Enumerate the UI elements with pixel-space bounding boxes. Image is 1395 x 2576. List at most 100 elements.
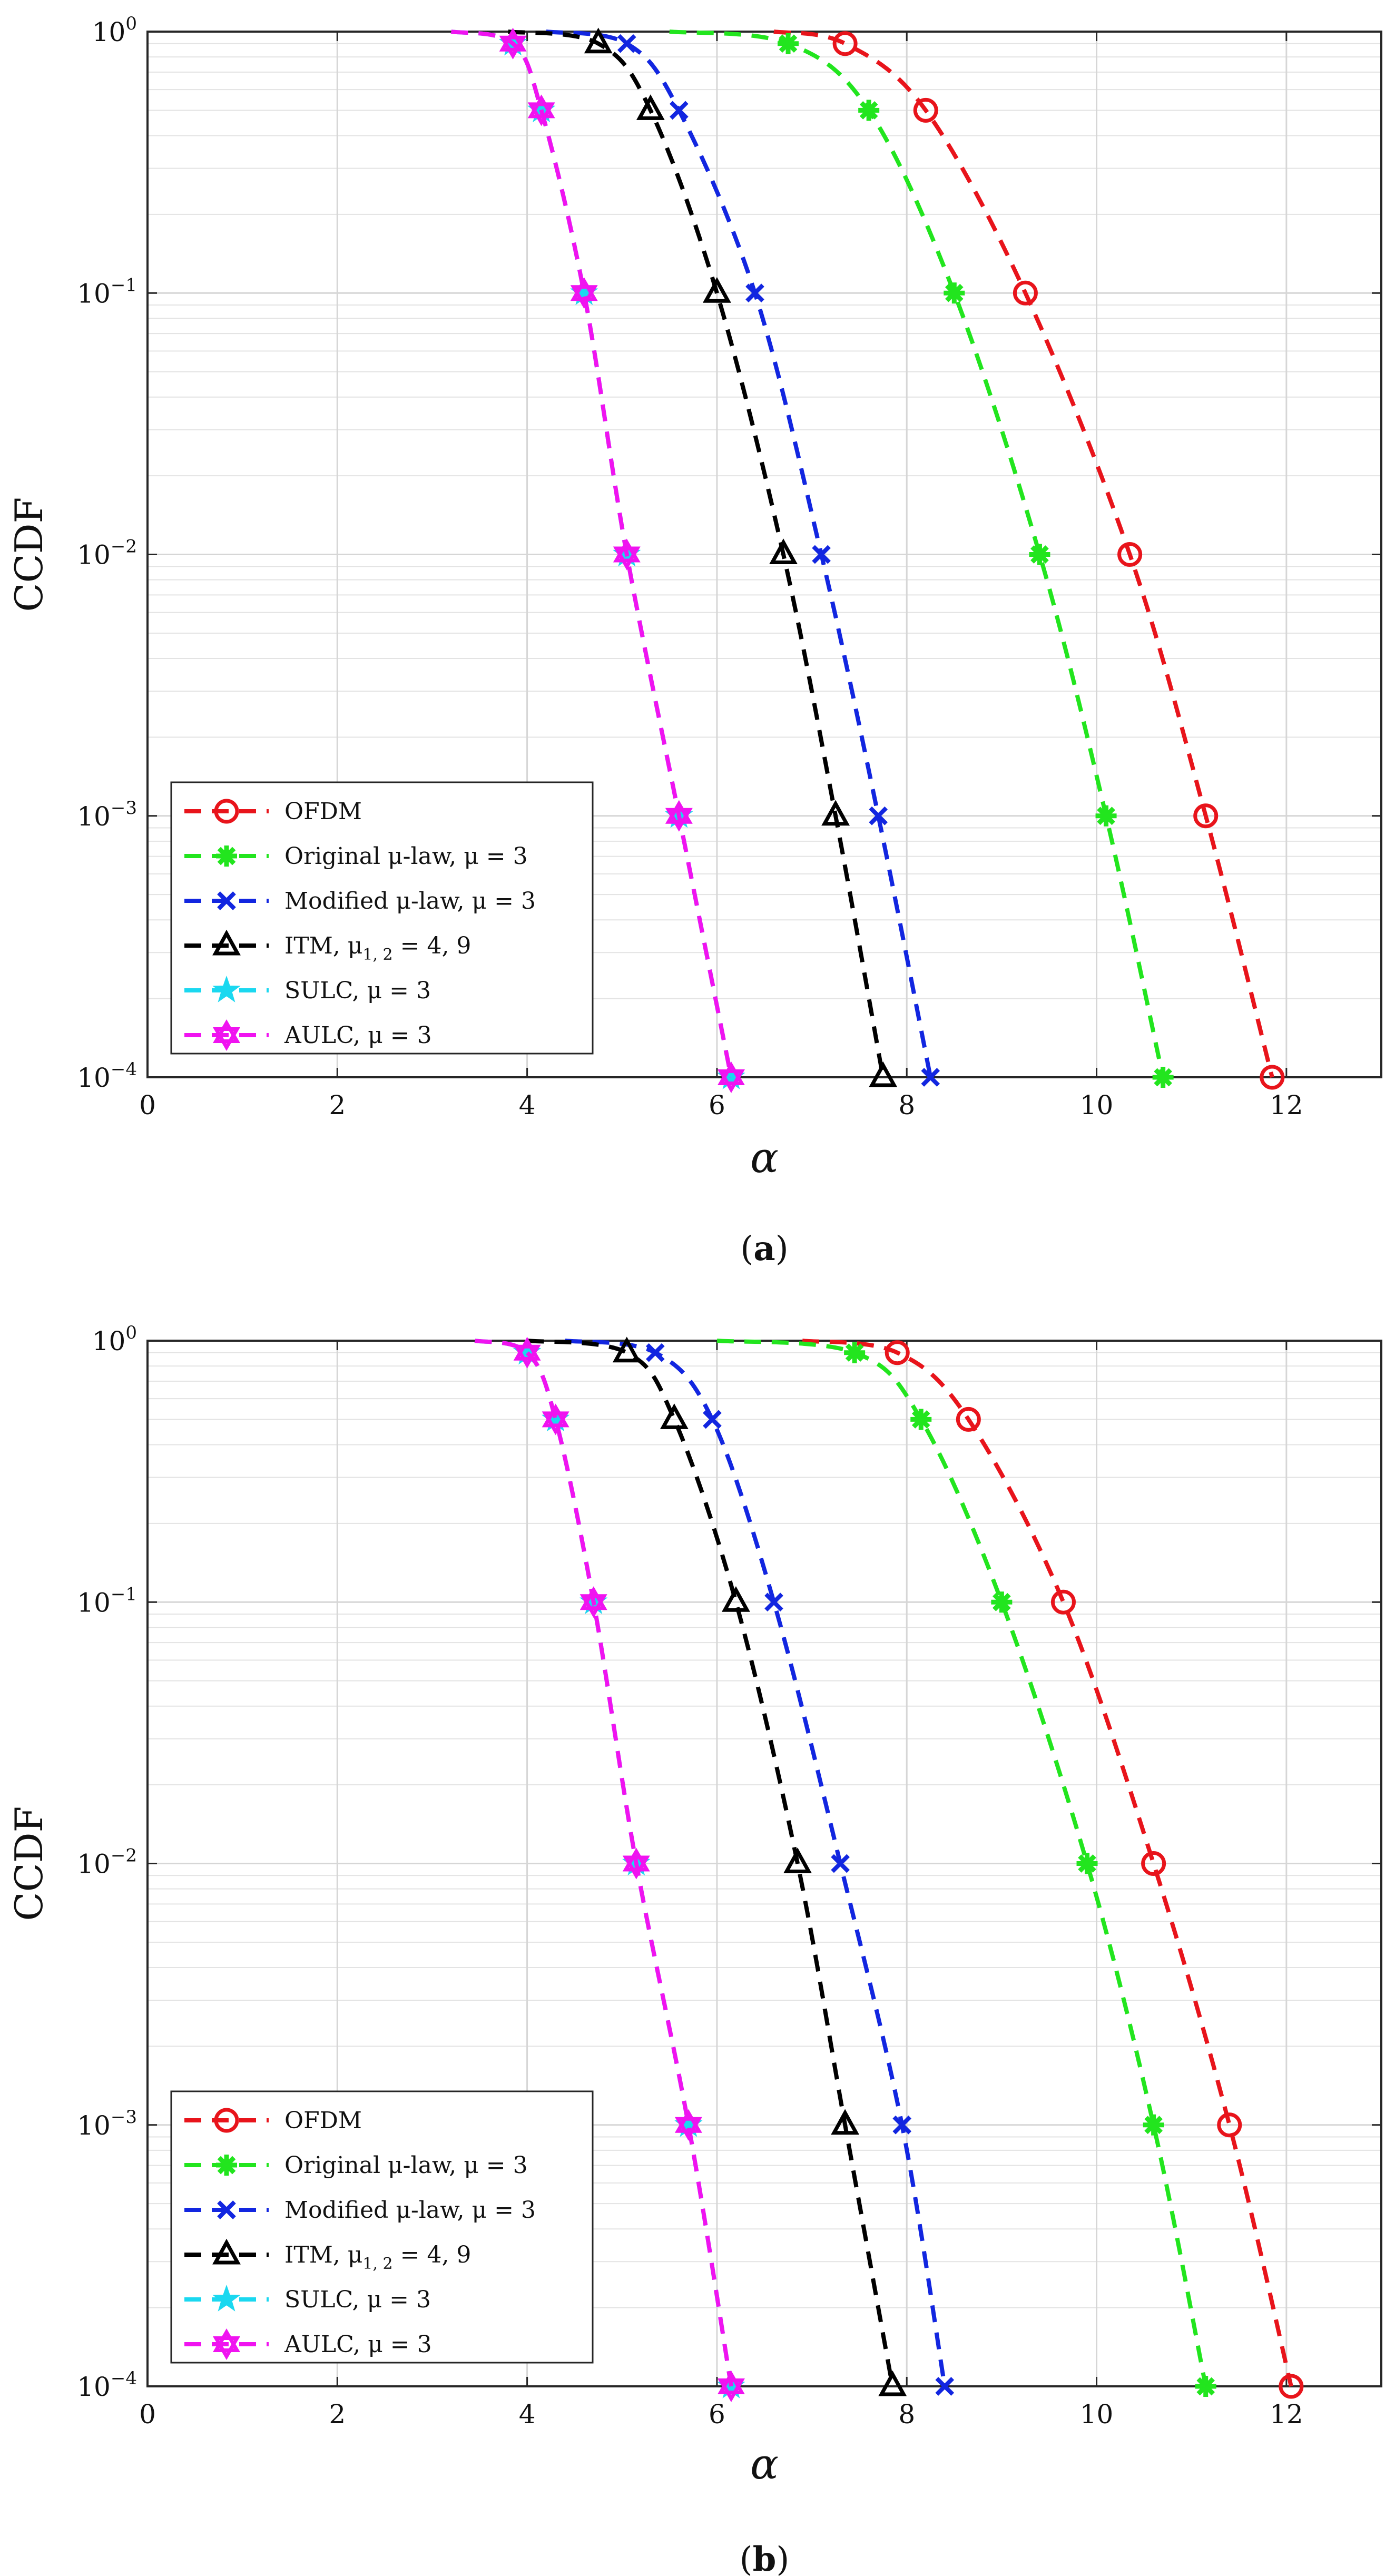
- circle-marker: [913, 97, 938, 123]
- asterisk-marker: [778, 33, 799, 54]
- y-tick-label: 10−1: [77, 1584, 137, 1618]
- legend-label: OFDM: [284, 798, 362, 825]
- y-tick-label: 10−4: [77, 2368, 137, 2402]
- y-tick-label: 10−2: [77, 1845, 137, 1880]
- asterisk-marker: [944, 282, 965, 304]
- legend-entry: Original μ-law, μ = 3: [184, 843, 528, 870]
- triangle-marker: [212, 2238, 241, 2265]
- series-line: [527, 1339, 895, 2387]
- triangle-marker: [722, 1586, 750, 1612]
- triangle-marker: [769, 538, 798, 564]
- legend-label: ITM, μ1, 2 = 4, 9: [284, 932, 471, 964]
- hexagram-part: [613, 538, 641, 563]
- legend: OFDM Original μ-law, μ = 3 Modified μ-law,…: [170, 2090, 594, 2364]
- legend-label: Modified μ-law, μ = 3: [284, 2197, 536, 2224]
- triangle-marker: [878, 2370, 907, 2396]
- circle-marker: [1279, 2374, 1304, 2399]
- legend-entry: ITM, μ1, 2 = 4, 9: [184, 929, 471, 964]
- hexagram-part: [542, 1411, 569, 1436]
- legend-entry: OFDM: [184, 798, 362, 825]
- triangle-marker: [831, 2109, 860, 2135]
- x-marker: [617, 34, 636, 53]
- hexagram-marker: [513, 1336, 541, 1369]
- series-modified: [546, 30, 940, 1087]
- x-tick-label: 2: [329, 2399, 346, 2430]
- series-ofdm: [802, 1339, 1304, 2399]
- legend-entry: ITM, μ1, 2 = 4, 9: [184, 2238, 471, 2273]
- legend-entry: AULC, μ = 3: [184, 1019, 432, 1051]
- hexagram-marker: [665, 800, 693, 832]
- legend-box: [170, 2090, 594, 2364]
- circle-marker: [1141, 1851, 1166, 1876]
- x-tick-label: 8: [898, 2399, 915, 2430]
- hexagram-part: [717, 2370, 745, 2394]
- x-tick-label: 2: [329, 1090, 346, 1120]
- hexagram-part: [665, 808, 693, 832]
- x-tick-label: 12: [1270, 2399, 1303, 2430]
- hexagram-marker: [613, 538, 641, 571]
- series-line: [450, 30, 733, 1078]
- triangle-marker: [821, 800, 850, 826]
- legend-label: OFDM: [284, 2107, 362, 2134]
- x-tick-label: 8: [898, 1090, 915, 1120]
- legend-label: Modified μ-law, μ = 3: [284, 888, 536, 915]
- y-tick-label: 10−2: [77, 536, 137, 571]
- legend-entry: Modified μ-law, μ = 3: [184, 888, 536, 915]
- panel-b: 0 2 4 6 8 10 12 10−4 10−3 10−2 10−1 100 CCDF α (b) OFDM…: [7, 1322, 1382, 2576]
- hexagram-part: [579, 1594, 607, 1618]
- y-axis-label: CCDF: [7, 497, 51, 612]
- circle-marker: [832, 31, 858, 56]
- x-tick-label: 4: [519, 2399, 536, 2430]
- hexagram-part: [542, 1403, 569, 1428]
- triangle-marker: [783, 1847, 812, 1873]
- hexagram-part: [613, 546, 641, 571]
- hexagram-marker: [542, 1403, 569, 1436]
- legend-label: Original μ-law, μ = 3: [284, 2152, 528, 2179]
- y-tick-label: 10−3: [77, 798, 137, 832]
- hexagram-marker: [213, 1019, 240, 1051]
- star-marker: [212, 2284, 241, 2312]
- panel-caption: (a): [740, 1229, 788, 1269]
- star-marker: [212, 975, 241, 1002]
- asterisk-marker: [910, 1409, 932, 1430]
- x-tick-label: 0: [139, 1090, 156, 1120]
- panel-a: 0 2 4 6 8 10 12 10−4 10−3 10−2 10−1 100 CCDF α (a) OFDM…: [7, 13, 1382, 1269]
- legend-label: AULC, μ = 3: [284, 2331, 432, 2358]
- asterisk-marker: [844, 1342, 866, 1363]
- legend-entry: SULC, μ = 3: [184, 2284, 431, 2313]
- series-modified: [565, 1339, 955, 2396]
- y-tick-label: 10−1: [77, 274, 137, 309]
- asterisk-marker: [216, 2155, 237, 2176]
- asterisk-marker: [991, 1591, 1013, 1613]
- circle-marker: [1050, 1589, 1076, 1615]
- circle-marker: [1193, 803, 1219, 829]
- panel-caption: (b): [740, 2540, 790, 2576]
- hexagram-part: [513, 1336, 541, 1361]
- legend-label: SULC, μ = 3: [284, 2286, 431, 2313]
- hexagram-part: [213, 2328, 240, 2352]
- series-aulc: [450, 27, 745, 1094]
- hexagram-marker: [570, 277, 598, 309]
- hexagram-marker: [717, 1061, 745, 1094]
- x-axis-label: α: [750, 1133, 779, 1182]
- x-marker: [745, 283, 764, 303]
- x-marker: [217, 891, 236, 910]
- asterisk-marker: [1143, 2114, 1164, 2136]
- circle-marker: [214, 2108, 239, 2133]
- hexagram-part: [665, 800, 693, 824]
- x-tick-label: 10: [1080, 1090, 1114, 1120]
- circle-marker: [1013, 280, 1038, 306]
- triangle-marker: [702, 277, 731, 303]
- series-line: [565, 1339, 947, 2387]
- y-tick-label: 100: [92, 1322, 137, 1356]
- legend-label: SULC, μ = 3: [284, 977, 431, 1004]
- legend-entry: SULC, μ = 3: [184, 975, 431, 1004]
- asterisk-marker: [1095, 805, 1117, 827]
- asterisk-marker: [1195, 2376, 1216, 2397]
- y-tick-label: 10−3: [77, 2107, 137, 2141]
- triangle-marker: [612, 1336, 641, 1363]
- hexagram-part: [570, 277, 598, 301]
- triangle-marker: [212, 929, 241, 956]
- hexagram-part: [527, 94, 555, 119]
